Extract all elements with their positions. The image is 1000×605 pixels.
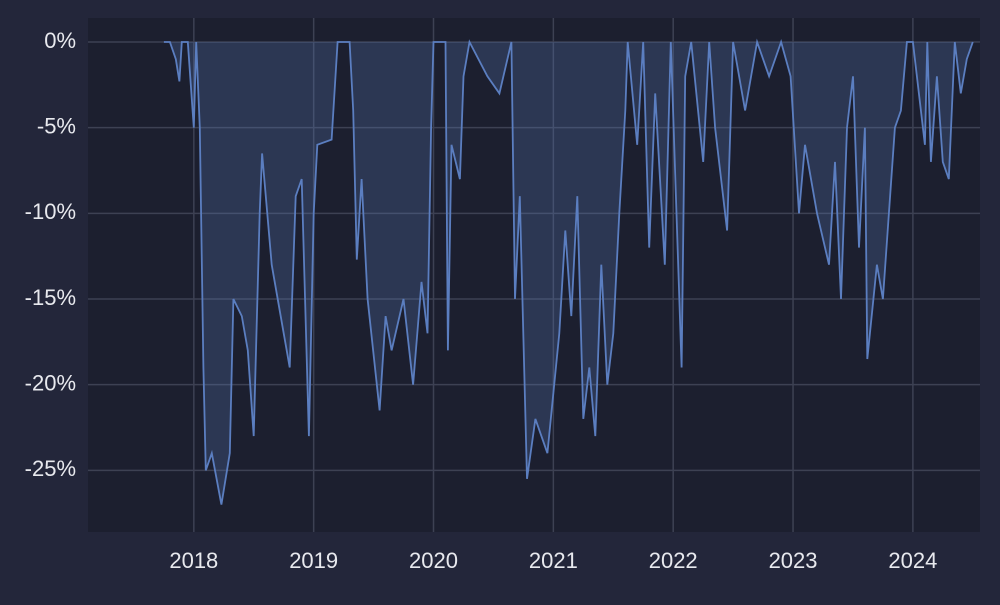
x-tick-label: 2021 bbox=[529, 548, 578, 573]
line bbox=[163, 38, 974, 505]
x-tick-label: 2020 bbox=[409, 548, 458, 573]
x-tick-label: 2018 bbox=[169, 548, 218, 573]
x-tick-label: 2019 bbox=[289, 548, 338, 573]
y-tick-label: -15% bbox=[25, 285, 76, 310]
x-tick-label: 2023 bbox=[769, 548, 818, 573]
y-tick-label: -20% bbox=[25, 370, 76, 395]
plot-area bbox=[88, 18, 980, 532]
x-tick-label: 2022 bbox=[649, 548, 698, 573]
y-tick-label: -5% bbox=[37, 113, 76, 138]
y-tick-label: 0% bbox=[44, 28, 76, 53]
y-tick-label: -10% bbox=[25, 199, 76, 224]
y-tick-label: -25% bbox=[25, 456, 76, 481]
x-tick-label: 2024 bbox=[888, 548, 937, 573]
